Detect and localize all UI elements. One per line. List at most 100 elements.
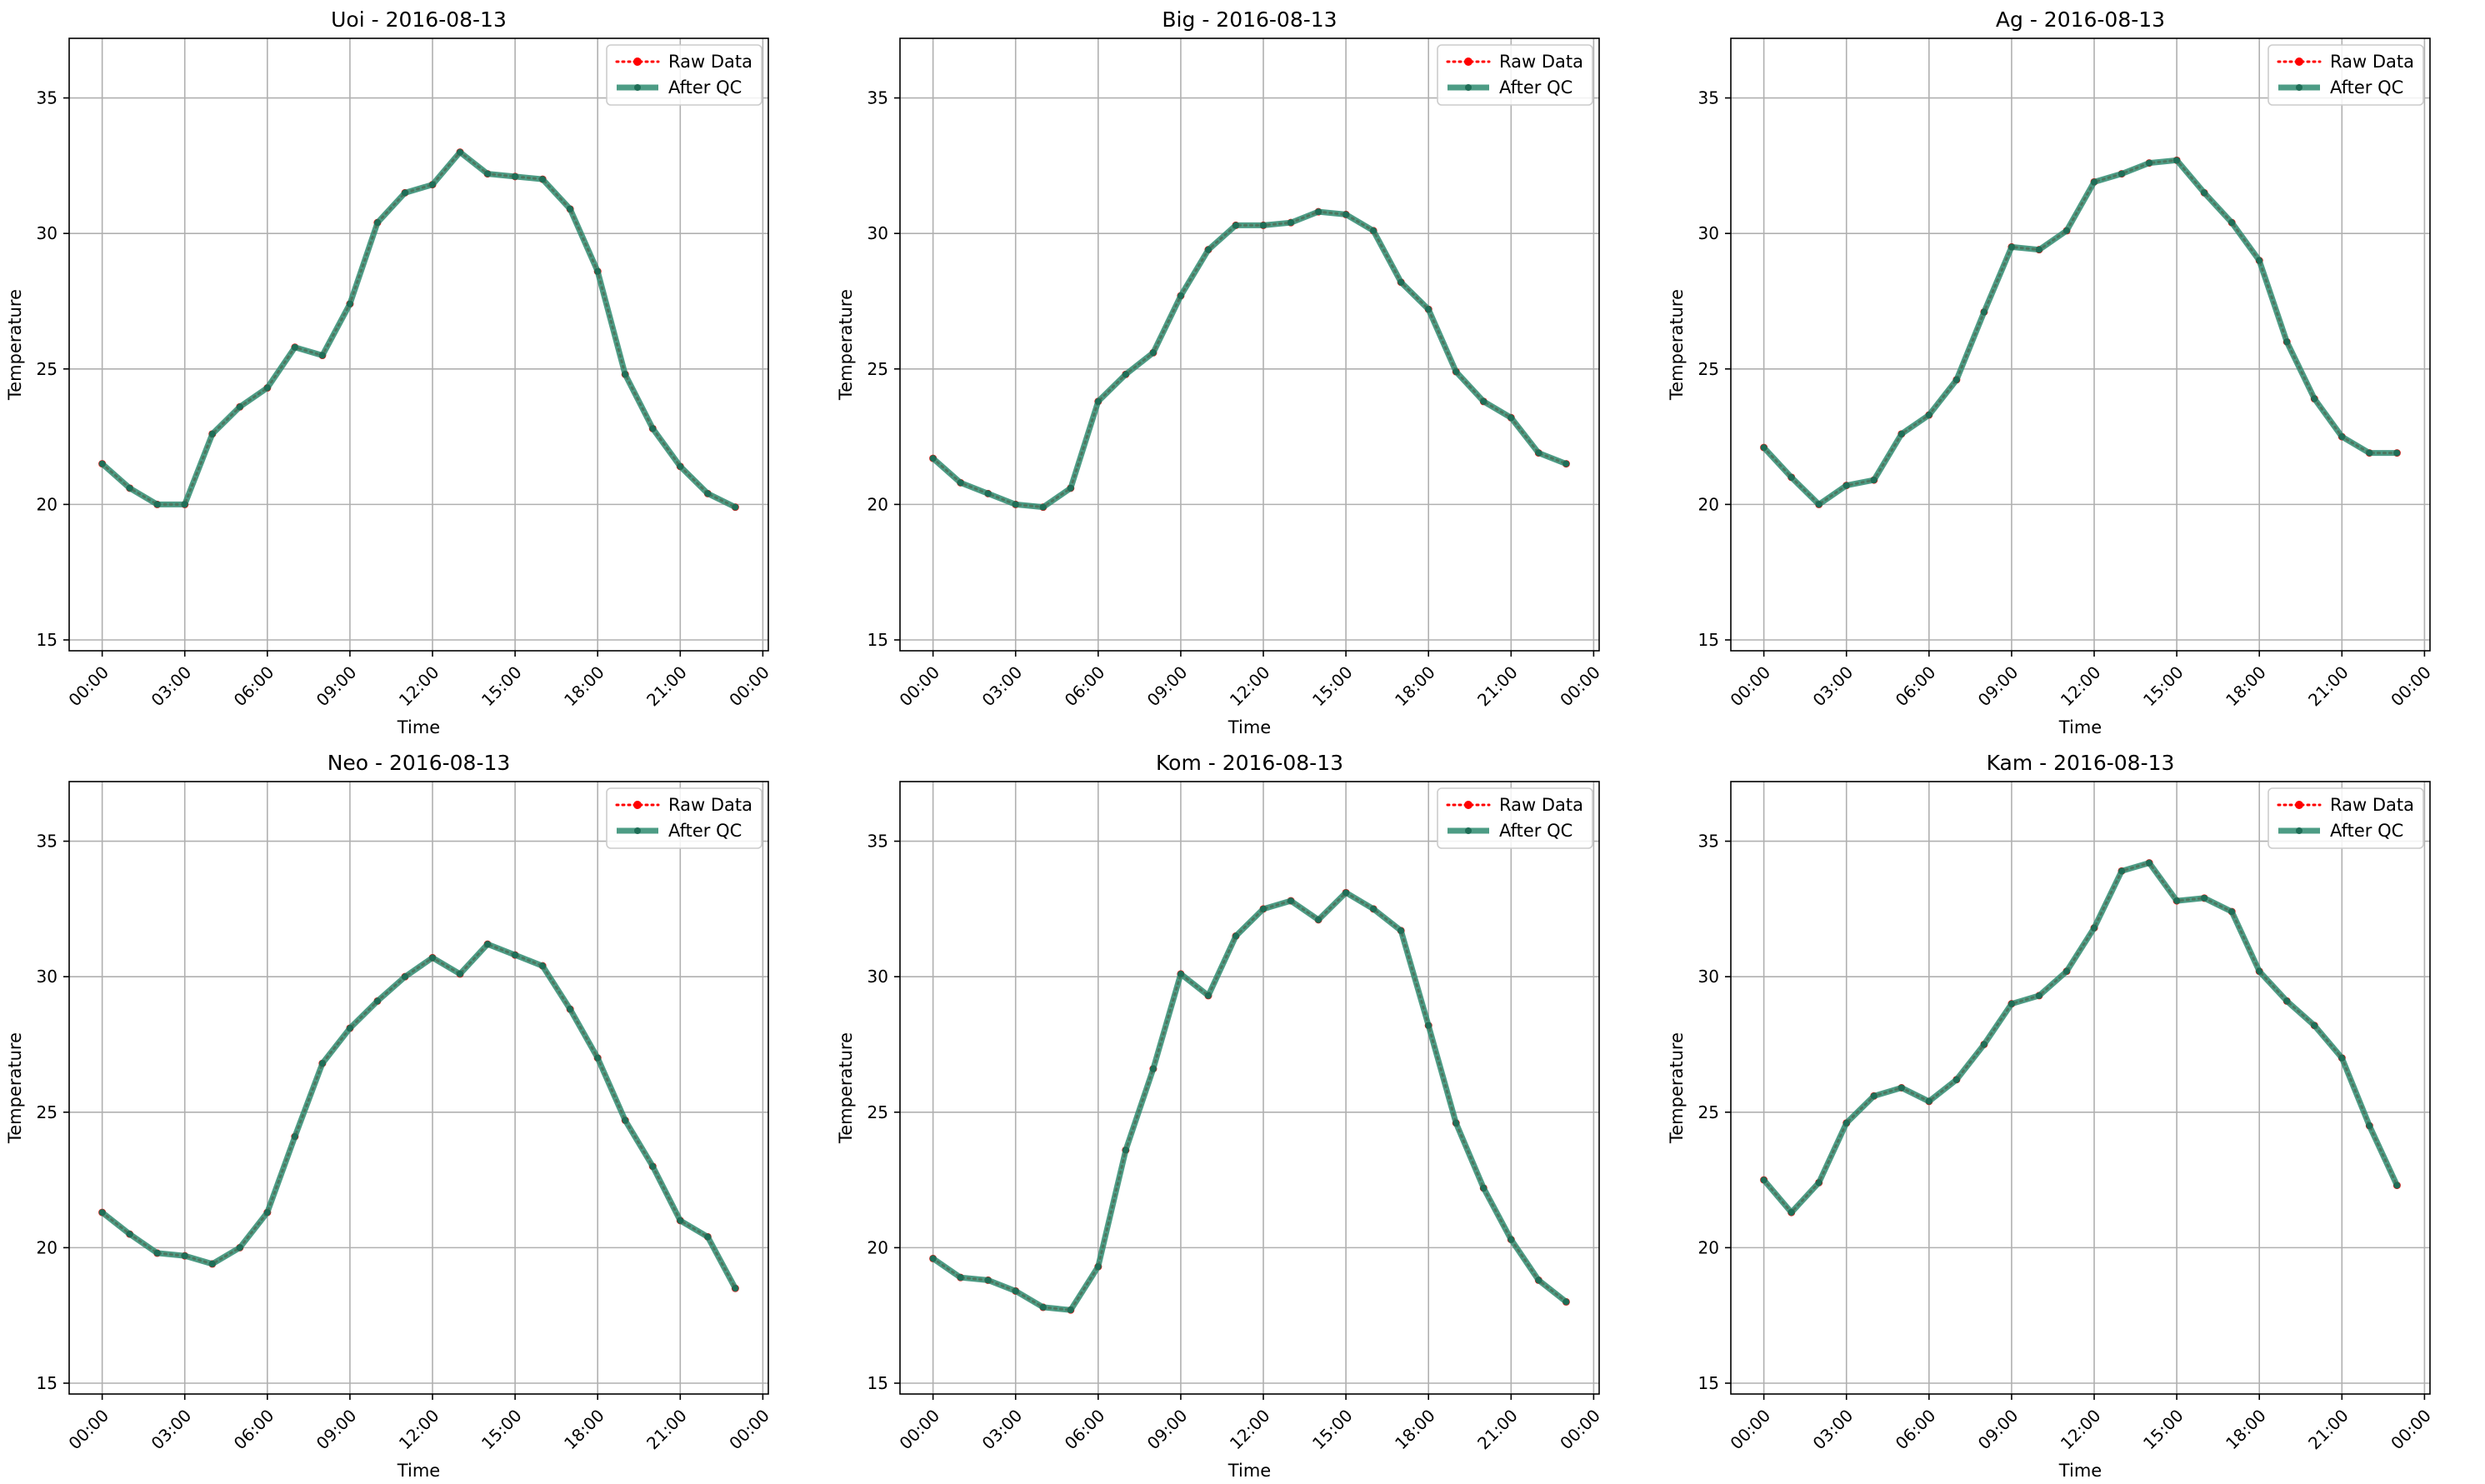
y-tick-label: 35 bbox=[1698, 88, 1719, 108]
y-tick-label: 35 bbox=[1698, 832, 1719, 852]
after-qc-point bbox=[1094, 1263, 1102, 1271]
after-qc-point bbox=[1288, 219, 1295, 227]
after-qc-point bbox=[1562, 1298, 1570, 1306]
after-qc-point bbox=[649, 1162, 657, 1170]
after-qc-point bbox=[1535, 1277, 1542, 1284]
y-axis-label: Temperature bbox=[5, 289, 25, 401]
x-tick-label: 00:00 bbox=[895, 662, 943, 711]
after-qc-point bbox=[2146, 859, 2153, 867]
x-tick-label: 15:00 bbox=[478, 662, 526, 711]
axes-frame bbox=[899, 781, 1600, 1395]
subplot-title: Uoi - 2016-08-13 bbox=[331, 7, 507, 32]
y-axis-label: Temperature bbox=[836, 1032, 856, 1144]
y-tick-label: 30 bbox=[37, 967, 58, 987]
x-tick-label: 06:00 bbox=[230, 1406, 278, 1454]
legend-label: Raw Data bbox=[2330, 795, 2414, 815]
y-axis-label: Temperature bbox=[1667, 1032, 1687, 1144]
after-qc-point bbox=[318, 352, 326, 359]
after-qc-point bbox=[1122, 371, 1129, 378]
legend-after-qc-marker bbox=[2296, 84, 2302, 91]
after-qc-point bbox=[401, 973, 408, 981]
x-tick-label: 03:00 bbox=[1809, 662, 1858, 711]
legend-raw-data-marker bbox=[2295, 801, 2303, 809]
after-qc-point bbox=[1760, 1177, 1768, 1184]
after-qc-point bbox=[1067, 484, 1074, 492]
legend-label: After QC bbox=[1499, 77, 1572, 97]
axes-frame bbox=[1730, 781, 2431, 1395]
x-tick-label: 18:00 bbox=[560, 662, 608, 711]
x-tick-label: 12:00 bbox=[1226, 662, 1274, 711]
after-qc-point bbox=[2393, 449, 2401, 457]
after-qc-point bbox=[2256, 257, 2263, 264]
y-tick-label: 30 bbox=[1698, 223, 1719, 243]
y-tick-label: 25 bbox=[1698, 359, 1719, 379]
after-qc-point bbox=[1898, 430, 1905, 437]
x-tick-label: 00:00 bbox=[1556, 662, 1604, 711]
after-qc-point bbox=[1260, 905, 1268, 912]
after-qc-point bbox=[1067, 1307, 1074, 1314]
y-tick-label: 30 bbox=[868, 967, 888, 987]
subplot-2: 00:00 03:00 06:00 09:00 12:00 15:00 18:00 21:00… bbox=[836, 7, 1604, 737]
series-after-qc-line bbox=[1761, 157, 2400, 507]
after-qc-point bbox=[1980, 1041, 1988, 1048]
after-qc-point bbox=[236, 403, 243, 411]
y-tick-label: 30 bbox=[868, 223, 888, 243]
x-tick-label: 21:00 bbox=[642, 1406, 691, 1454]
legend-after-qc-marker bbox=[1465, 84, 1472, 91]
after-qc-point bbox=[346, 300, 353, 307]
x-tick-label: 00:00 bbox=[725, 1406, 773, 1454]
after-qc-point bbox=[1288, 897, 1295, 905]
after-qc-point bbox=[126, 1231, 133, 1238]
subplot-title: Neo - 2016-08-13 bbox=[328, 751, 511, 775]
x-tick-label: 12:00 bbox=[2057, 662, 2105, 711]
y-tick-label: 20 bbox=[868, 494, 888, 514]
after-qc-point bbox=[1508, 1236, 1515, 1243]
x-tick-label: 18:00 bbox=[1391, 662, 1439, 711]
after-qc-point bbox=[2062, 967, 2070, 975]
after-qc-point bbox=[957, 479, 964, 487]
y-tick-label: 15 bbox=[37, 1373, 58, 1393]
x-axis-label: Time bbox=[1228, 1461, 1271, 1481]
after-qc-point bbox=[2035, 992, 2042, 999]
x-tick-label: 00:00 bbox=[2387, 1406, 2435, 1454]
after-qc-point bbox=[704, 490, 712, 497]
after-qc-point bbox=[1925, 1097, 1932, 1105]
after-qc-point bbox=[98, 460, 106, 467]
after-qc-point bbox=[181, 501, 188, 508]
legend: Raw Data After QC bbox=[2268, 44, 2424, 106]
y-tick-label: 35 bbox=[37, 832, 58, 852]
subplot-6: 00:00 03:00 06:00 09:00 12:00 15:00 18:00 21:00… bbox=[1667, 751, 2435, 1481]
after-qc-point bbox=[1094, 397, 1102, 405]
series-raw-data-line bbox=[101, 942, 737, 1290]
after-qc-point bbox=[429, 181, 437, 188]
legend-label: Raw Data bbox=[2330, 52, 2414, 72]
after-qc-point bbox=[457, 970, 464, 977]
after-qc-point bbox=[98, 1209, 106, 1217]
y-tick-label: 15 bbox=[868, 1373, 888, 1393]
legend: Raw Data After QC bbox=[1437, 44, 1593, 106]
legend-label: After QC bbox=[2330, 821, 2403, 841]
after-qc-point bbox=[622, 1117, 629, 1124]
x-tick-label: 03:00 bbox=[1809, 1406, 1858, 1454]
after-qc-point bbox=[208, 1260, 216, 1267]
y-tick-label: 25 bbox=[37, 1102, 58, 1122]
after-qc-point bbox=[2311, 1022, 2318, 1029]
subplot-5: 00:00 03:00 06:00 09:00 12:00 15:00 18:00 21:00… bbox=[836, 751, 1604, 1481]
y-tick-label: 20 bbox=[37, 494, 58, 514]
x-axis-label: Time bbox=[2058, 717, 2102, 737]
after-qc-point bbox=[291, 343, 298, 351]
after-qc-point bbox=[153, 1249, 161, 1257]
y-tick-label: 30 bbox=[1698, 967, 1719, 987]
after-qc-point bbox=[2008, 243, 2015, 251]
x-tick-label: 06:00 bbox=[1061, 662, 1109, 711]
after-qc-point bbox=[1452, 1119, 1460, 1127]
after-qc-point bbox=[2256, 967, 2263, 975]
x-tick-label: 12:00 bbox=[1226, 1406, 1274, 1454]
after-qc-point bbox=[2338, 433, 2346, 441]
y-tick-label: 25 bbox=[868, 359, 888, 379]
subplot-title: Big - 2016-08-13 bbox=[1162, 7, 1337, 32]
after-qc-point bbox=[1480, 397, 1488, 405]
y-tick-label: 35 bbox=[868, 88, 888, 108]
subplot-title: Kam - 2016-08-13 bbox=[1987, 751, 2175, 775]
after-qc-point bbox=[1204, 246, 1212, 253]
